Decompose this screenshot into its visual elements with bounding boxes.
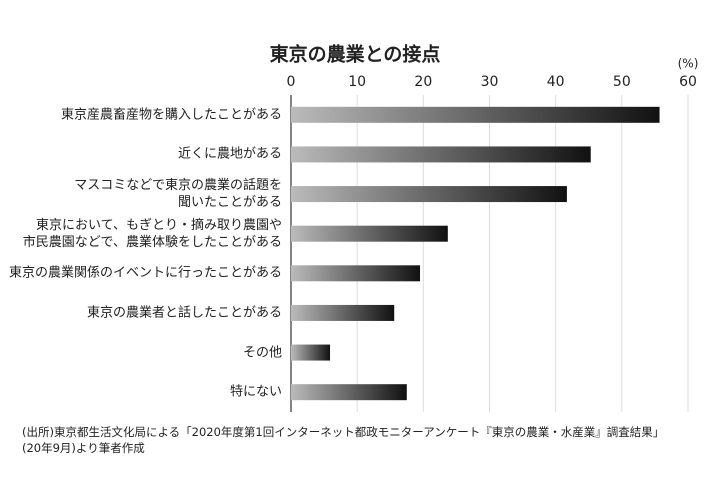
x-tick-label: 0: [287, 74, 296, 90]
bar: [291, 225, 448, 242]
x-tick-label: 20: [414, 74, 432, 90]
category-label: マスコミなどで東京の農業の話題を 聞いたことがある: [74, 178, 282, 211]
category-label: 近くに農地がある: [177, 146, 282, 162]
bar: [291, 146, 591, 163]
x-tick-label: 40: [547, 74, 565, 90]
category-label: 東京産農畜産物を購入したことがある: [60, 107, 282, 123]
category-label: その他: [242, 345, 282, 361]
bar: [291, 186, 567, 203]
bar: [291, 106, 660, 123]
category-label: 東京の農業者と話したことがある: [86, 305, 282, 321]
bar: [291, 304, 395, 321]
chart-title: 東京の農業との接点: [270, 43, 441, 66]
bar: [291, 344, 331, 361]
category-label: 東京の農業関係のイベントに行ったことがある: [8, 265, 282, 281]
x-tick-label: 10: [348, 74, 366, 90]
source-note: (出所)東京都生活文化局による「2020年度第1回インターネット都政モニターアン…: [22, 425, 665, 455]
category-label: 特にない: [229, 384, 282, 400]
x-tick-label: 30: [481, 74, 499, 90]
unit-label: (%): [678, 57, 699, 71]
bar: [291, 384, 407, 401]
x-tick-label: 50: [613, 74, 631, 90]
category-label: 東京において、もぎとり・摘み取り農園や 市民農園などで、農業体験をしたことがある: [22, 217, 282, 250]
bar: [291, 265, 421, 282]
x-tick-label: 60: [679, 74, 697, 90]
